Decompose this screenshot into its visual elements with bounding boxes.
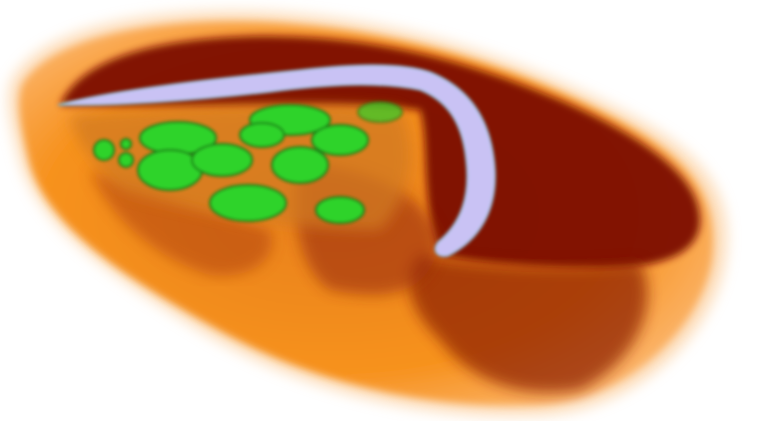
page [0, 0, 768, 421]
green-blob [272, 147, 328, 183]
green-blob [316, 197, 364, 223]
green-blob [358, 102, 402, 122]
green-blob [240, 123, 284, 147]
green-blob [210, 185, 286, 221]
green-blob [312, 125, 368, 155]
green-blob [119, 153, 133, 167]
green-blob [192, 144, 252, 176]
volume-rendering [0, 0, 768, 421]
green-blob [94, 140, 114, 160]
green-blob [121, 139, 131, 149]
